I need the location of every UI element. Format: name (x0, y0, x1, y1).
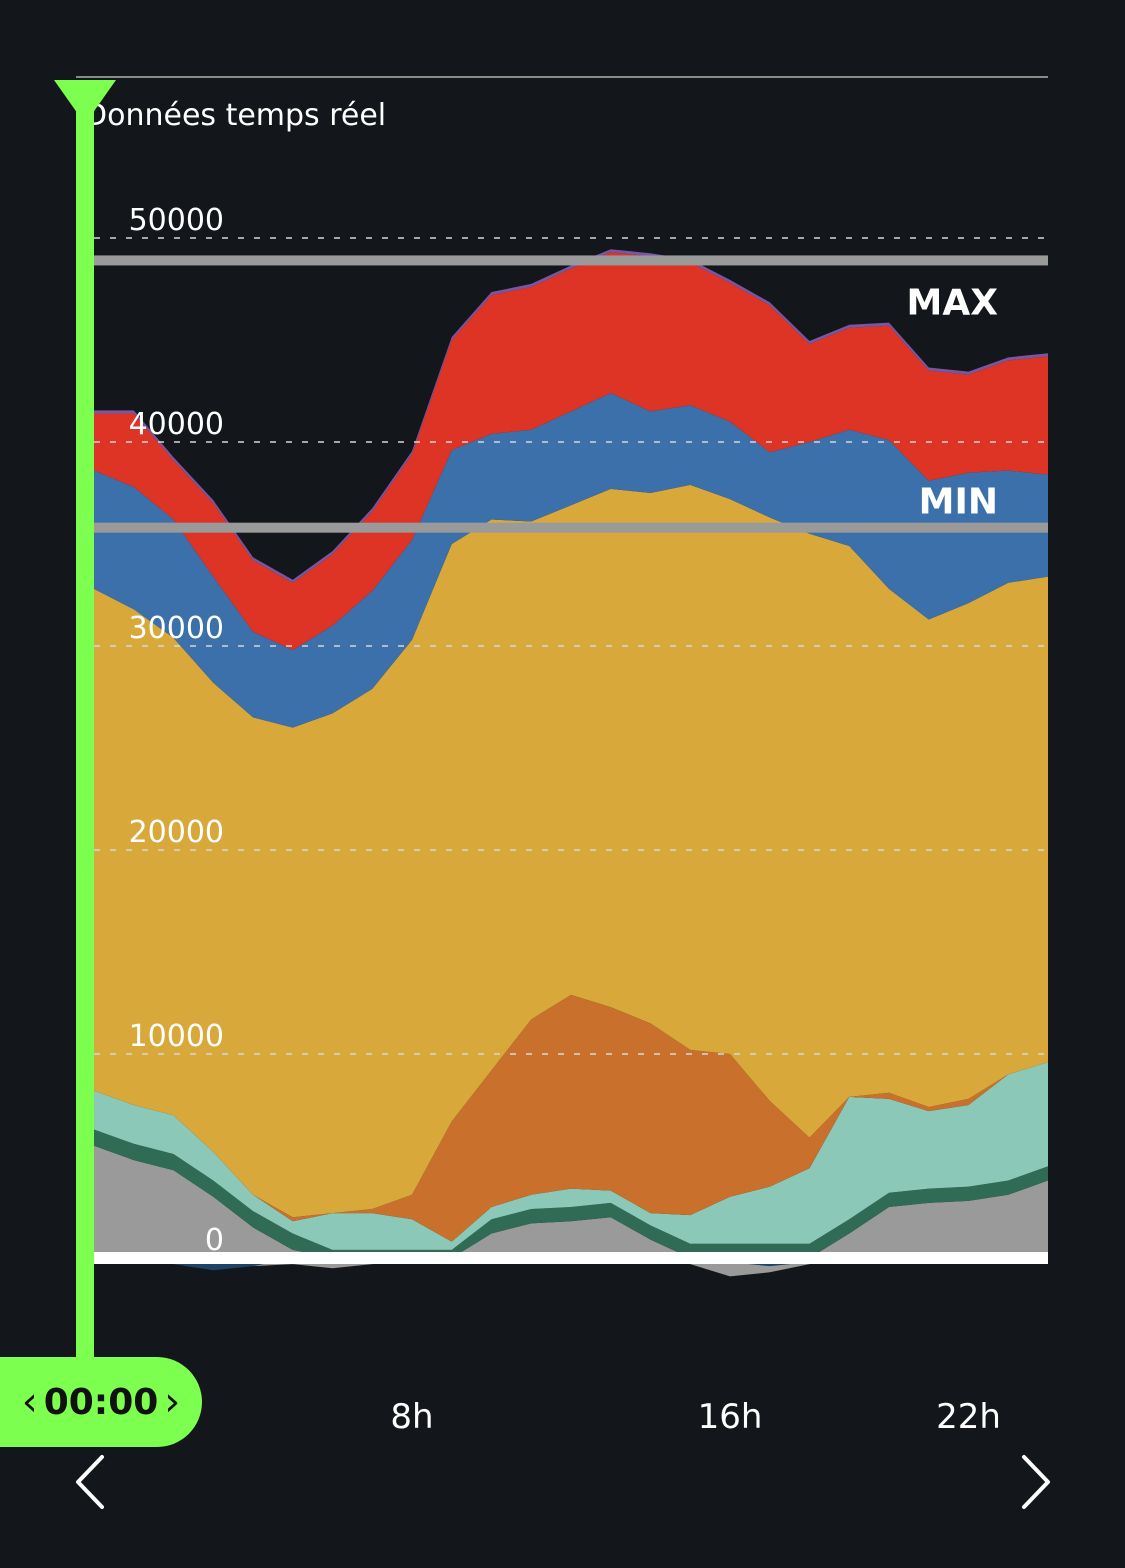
previous-day-button[interactable] (72, 1452, 112, 1512)
y-tick-label: 40000 (129, 407, 224, 442)
chevron-right-icon (1022, 1455, 1050, 1509)
area-series-yellow (94, 484, 1048, 1218)
y-tick-label: 30000 (129, 611, 224, 646)
x-tick-label: 8h (390, 1397, 433, 1437)
time-cursor-line[interactable] (76, 80, 94, 1370)
area-series-blue (94, 393, 1048, 728)
stacked-areas (94, 249, 1048, 1277)
area-series-teal (94, 1062, 1048, 1250)
ref-line-min (94, 522, 1048, 533)
y-tick-label: 0 (205, 1223, 224, 1258)
x-tick-label: 16h (698, 1397, 763, 1437)
time-selector: ‹ 00:00 › (0, 1357, 202, 1447)
y-axis-ticks: 0 10000 20000 30000 40000 50000 (129, 203, 224, 1258)
next-day-button[interactable] (1014, 1452, 1054, 1512)
area-series-orange (94, 994, 1048, 1242)
y-tick-label: 10000 (129, 1019, 224, 1054)
ref-line-max (94, 255, 1048, 266)
x-axis-ticks: 8h 16h 22h (390, 1397, 1001, 1437)
area-series-gray (94, 1145, 1048, 1258)
y-tick-label: 20000 (129, 815, 224, 850)
chevron-left-icon[interactable]: ‹ (21, 1379, 38, 1425)
chevron-right-icon[interactable]: › (164, 1379, 181, 1425)
chart-subtitle: Données temps réel (84, 98, 386, 133)
ref-label-min: MIN (919, 482, 998, 523)
area-series-red (94, 252, 1048, 651)
x-tick-label: 22h (936, 1397, 1001, 1437)
grid-lines (94, 237, 1048, 1264)
ref-label-max: MAX (907, 282, 999, 323)
time-cursor-handle[interactable] (54, 80, 116, 124)
reference-lines: MAX MIN (94, 255, 1048, 533)
zero-baseline (94, 1252, 1048, 1264)
time-value: 00:00 (43, 1381, 159, 1423)
y-tick-label: 50000 (129, 203, 224, 238)
chevron-left-icon (76, 1455, 104, 1509)
